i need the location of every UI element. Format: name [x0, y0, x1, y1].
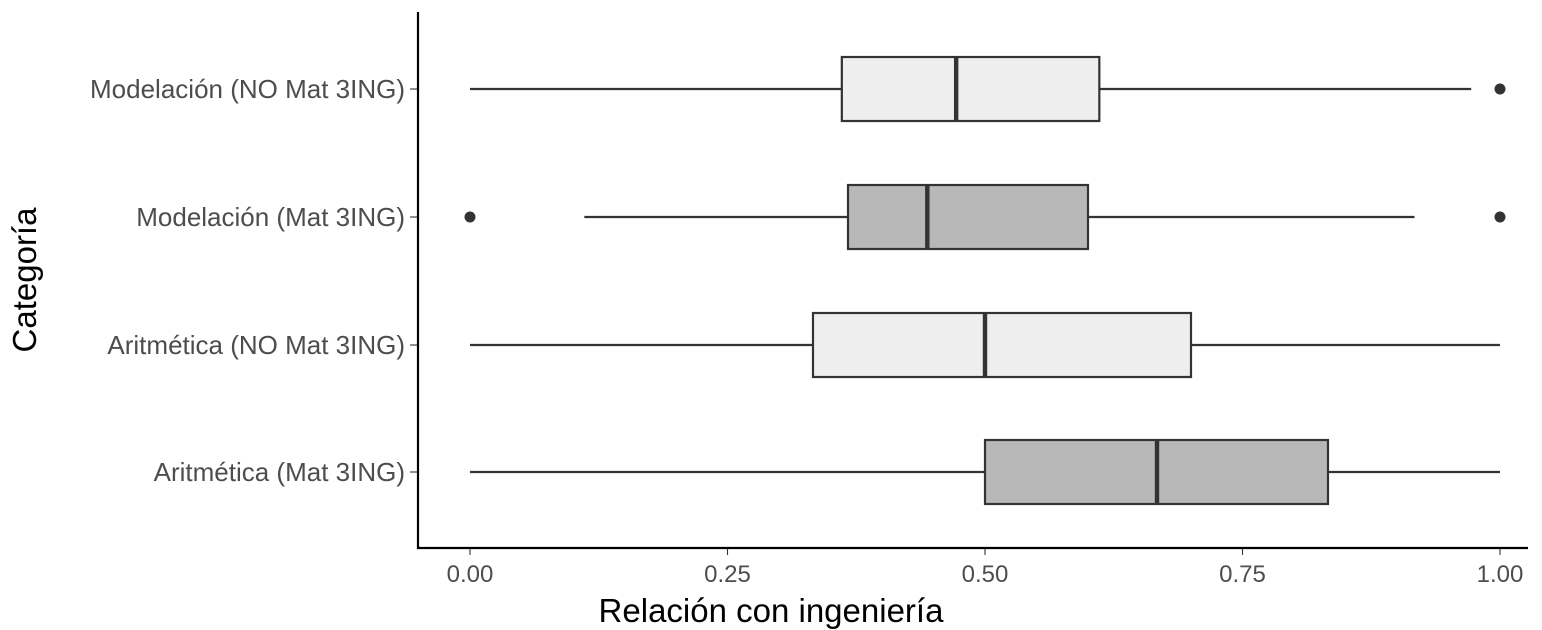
box-iqr	[846, 183, 1090, 251]
x-axis-title: Relación con ingeniería	[599, 592, 945, 629]
category-label: Modelación (Mat 3ING)	[136, 202, 405, 232]
outlier-point	[464, 211, 476, 223]
x-tick-label: 0.50	[962, 561, 1009, 588]
category-label: Aritmética (NO Mat 3ING)	[107, 330, 405, 360]
outlier-point	[1494, 211, 1506, 223]
category-label: Aritmética (Mat 3ING)	[154, 457, 405, 487]
x-tick-label: 0.25	[704, 561, 751, 588]
x-tick-label: 0.75	[1219, 561, 1266, 588]
box-iqr	[840, 55, 1101, 123]
category-label: Modelación (NO Mat 3ING)	[90, 74, 405, 104]
x-tick-label: 1.00	[1477, 561, 1524, 588]
y-axis-title: Categoría	[6, 207, 43, 353]
x-tick-label: 0.00	[447, 561, 494, 588]
box-iqr	[811, 311, 1193, 379]
plot-area: 0.00 0.25 0.50 0.75 1.00 Modelación (NO Mat 3…	[90, 55, 1524, 588]
outlier-point	[1494, 83, 1506, 95]
